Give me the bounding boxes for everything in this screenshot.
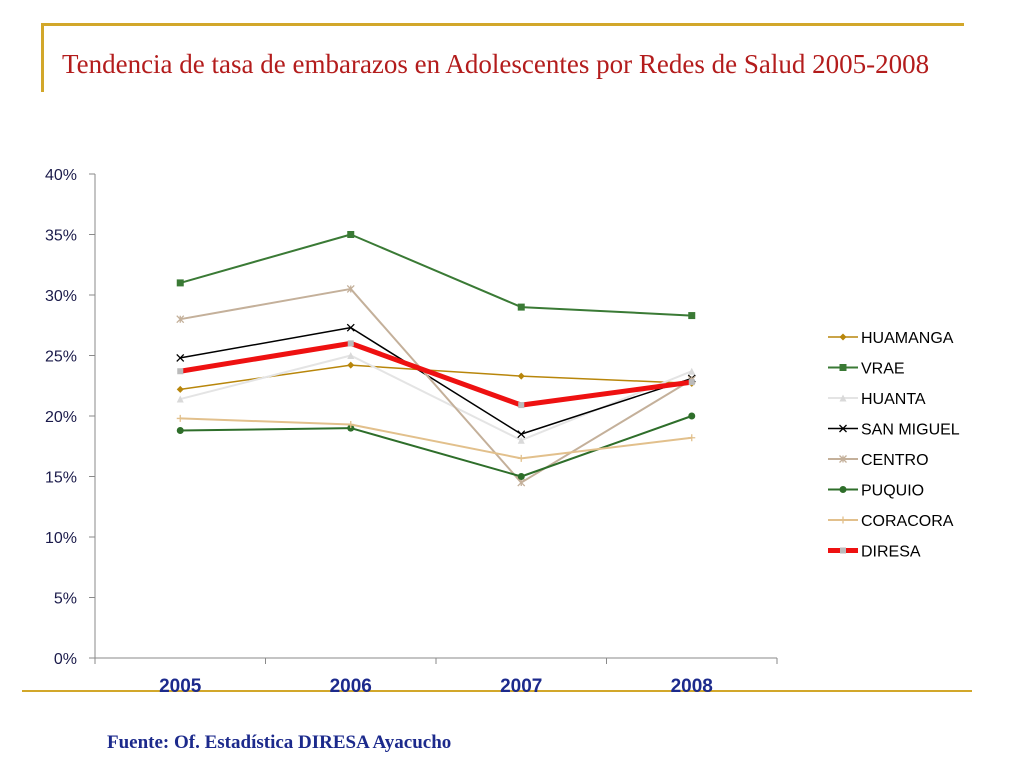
legend-marker-puquio [839, 486, 847, 493]
data-point-diresa [518, 402, 525, 409]
y-tick-label: 5% [54, 591, 77, 608]
data-point-vrae [688, 312, 696, 320]
frame-top-line [41, 23, 964, 26]
data-point-huanta [176, 395, 184, 403]
y-tick-label: 30% [45, 288, 77, 305]
legend-label-vrae: VRAE [861, 361, 905, 378]
series-line-centro [180, 287, 693, 484]
data-point-coracora [347, 420, 355, 428]
series-centro [176, 284, 696, 487]
data-point-centro [346, 284, 355, 293]
series-vrae [176, 231, 696, 320]
data-point-huanta [517, 436, 525, 444]
series-line-vrae [179, 233, 692, 317]
legend-item-puquio: PUQUIO [828, 483, 924, 500]
legend-label-huamanga: HUAMANGA [861, 330, 954, 347]
legend-marker-coracora [839, 516, 847, 524]
legend-marker-huamanga [839, 333, 847, 341]
series-line-coracora [180, 417, 692, 460]
legend-item-san-miguel: SAN MIGUEL [828, 422, 960, 439]
data-point-vrae [347, 231, 355, 238]
data-point-puquio [517, 473, 525, 480]
data-point-huamanga [517, 372, 525, 380]
legend-label-coracora: CORACORA [861, 513, 954, 530]
chart-legend: HUAMANGA VRAE HUANTA SAN MIGUEL CENTRO PUQUIO… [828, 330, 960, 561]
series-line-san-miguel [180, 326, 692, 435]
legend-marker-san-miguel [839, 424, 847, 433]
x-tick-label: 2005 [159, 676, 202, 697]
legend-label-diresa: DIRESA [861, 544, 921, 561]
frame-left-line [41, 23, 44, 92]
legend-item-huanta: HUANTA [828, 391, 926, 408]
y-tick-label: 10% [45, 530, 77, 547]
y-tick-label: 0% [54, 651, 77, 668]
legend-item-centro: CENTRO [828, 452, 929, 469]
data-point-centro [176, 315, 185, 324]
data-point-puquio [176, 427, 184, 435]
y-tick-label: 35% [45, 228, 77, 245]
data-point-diresa [347, 340, 354, 347]
legend-item-coracora: CORACORA [828, 513, 954, 530]
data-point-san-miguel [517, 430, 526, 439]
data-point-puquio [347, 424, 355, 432]
series-line-diresa [179, 340, 693, 408]
legend-marker-vrae [839, 364, 847, 371]
y-tick-label: 40% [45, 167, 77, 184]
y-tick-label: 15% [45, 470, 77, 487]
legend-label-san-miguel: SAN MIGUEL [861, 422, 960, 439]
data-point-diresa [688, 379, 695, 386]
frame-bottom-line [22, 690, 972, 692]
legend-marker-huanta [839, 394, 847, 402]
legend-item-vrae: VRAE [828, 361, 905, 378]
series-line-huanta [180, 354, 693, 442]
legend-label-puquio: PUQUIO [861, 483, 924, 500]
source-note: Fuente: Of. Estadística DIRESA Ayacucho [107, 732, 452, 753]
series-diresa [177, 340, 695, 409]
legend-item-diresa: DIRESA [828, 544, 921, 561]
legend-marker-centro [839, 455, 847, 463]
data-point-centro [517, 478, 526, 487]
data-point-san-miguel [176, 353, 185, 362]
legend-label-huanta: HUANTA [861, 391, 926, 408]
data-point-diresa [177, 368, 184, 375]
chart-axes: 0% 5% 10% 15% 20% 25% 30% 35% 40% 2005 2006 2007 200… [45, 167, 778, 697]
chart-series [176, 231, 696, 487]
data-point-huamanga [176, 385, 184, 393]
series-line-puquio [180, 415, 693, 478]
y-tick-label: 25% [45, 349, 77, 366]
data-point-vrae [517, 303, 525, 311]
data-point-san-miguel [346, 323, 355, 332]
y-tick-label: 20% [45, 409, 77, 426]
series-coracora [176, 414, 696, 462]
legend-label-centro: CENTRO [861, 452, 929, 469]
x-tick-label: 2006 [330, 676, 372, 697]
x-tick-label: 2008 [671, 676, 713, 697]
data-point-huanta [347, 352, 355, 359]
data-point-puquio [688, 412, 696, 420]
series-puquio [176, 412, 696, 480]
data-point-huanta [688, 367, 696, 375]
data-point-huamanga [347, 361, 355, 369]
data-point-coracora [688, 434, 696, 442]
x-tick-label: 2007 [500, 676, 542, 697]
slide-title: Tendencia de tasa de embarazos en Adoles… [62, 49, 930, 79]
series-huamanga [176, 361, 696, 393]
data-point-coracora [517, 454, 525, 462]
data-point-vrae [176, 279, 184, 287]
legend-marker-diresa [840, 547, 846, 554]
data-point-coracora [176, 414, 184, 422]
legend-item-huamanga: HUAMANGA [828, 330, 954, 347]
